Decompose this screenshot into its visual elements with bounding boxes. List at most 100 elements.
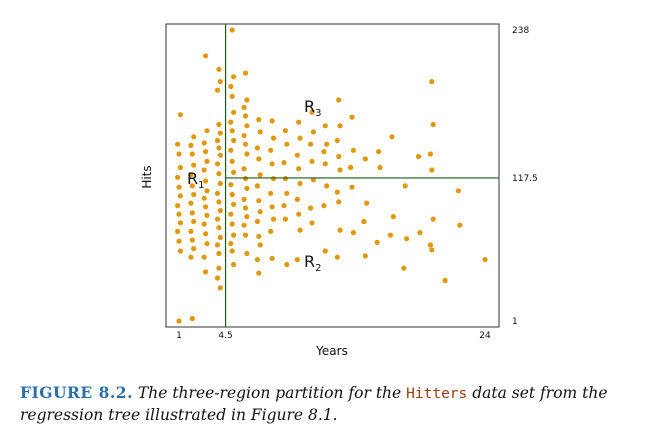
figure-caption: FIGURE 8.2. The three-region partition f… [20,382,660,426]
data-point [308,141,314,147]
data-point [175,141,181,147]
x-tick-label: 4.5 [218,331,232,341]
data-point [201,195,207,201]
data-point [189,237,195,243]
data-point [241,222,247,228]
data-point [217,79,223,85]
y-tick-label: 238 [512,26,529,36]
data-point [229,93,235,99]
data-point [204,241,210,247]
data-point [201,221,207,227]
data-point [334,189,340,195]
data-point [294,196,300,202]
data-point [216,265,222,271]
data-point [216,250,222,257]
points-layer [175,27,488,324]
data-point [349,184,355,190]
data-point [362,156,368,162]
caption-text-before: The three-region partition for the [137,384,402,402]
data-point [442,277,448,284]
data-point [482,257,488,263]
data-point [228,83,234,90]
data-point [189,151,195,157]
data-point [282,216,288,222]
data-point [188,228,194,234]
data-point [297,227,303,233]
data-point [201,254,207,260]
data-point [254,257,260,263]
data-point [309,220,315,226]
data-point [203,178,209,184]
data-point [244,214,250,220]
data-point [350,147,356,153]
data-point [256,117,262,123]
scatter-chart: R1 R2 R3 1 4.5 24 1 117.5 238 Years Hits [140,23,538,358]
data-point [177,220,183,226]
data-point [217,152,223,158]
region-label-2: R2 [304,252,322,274]
data-point [231,201,237,207]
data-point [216,145,222,151]
data-point [214,190,221,196]
data-point [188,254,194,260]
data-point [308,205,314,211]
data-point [429,247,435,253]
data-point [336,153,342,160]
data-point [176,318,182,324]
data-point [334,137,340,144]
data-point [256,233,262,239]
data-point [242,70,249,76]
data-point [229,191,235,198]
data-point [297,135,303,141]
data-point [231,74,237,80]
data-point [229,158,235,164]
data-point [281,203,287,209]
data-point [284,190,290,196]
data-point [204,128,210,134]
data-point [189,315,195,322]
data-point [231,137,237,144]
data-point [216,225,222,231]
data-point [430,216,436,222]
data-point [244,123,250,129]
data-point [177,248,183,254]
data-point [203,53,209,59]
data-point [336,199,342,205]
data-point [401,265,407,271]
data-point [402,183,408,189]
data-point [270,216,277,222]
data-point [282,176,288,182]
data-point [415,153,422,160]
data-point [457,222,463,228]
data-point [268,190,274,196]
data-point [231,109,237,115]
data-point [404,236,410,242]
data-point [268,147,274,153]
data-point [216,171,222,177]
data-point [309,158,315,164]
data-point [350,230,356,236]
data-point [241,196,247,202]
data-point [282,128,288,134]
data-point [204,188,210,194]
data-point [377,164,383,171]
data-point [257,129,263,135]
data-point [242,176,249,182]
data-point [390,214,396,220]
data-point [374,239,380,245]
data-point [254,183,260,189]
data-point [296,211,302,217]
data-point [203,231,209,237]
data-point [191,134,197,140]
data-point [191,162,197,168]
data-point [322,248,328,254]
data-point [188,200,194,206]
data-point [257,242,263,248]
data-point [322,161,328,167]
data-point [204,158,210,164]
data-point [455,188,461,194]
plot-frame [165,23,500,328]
data-point [176,238,182,244]
data-point [214,242,221,248]
